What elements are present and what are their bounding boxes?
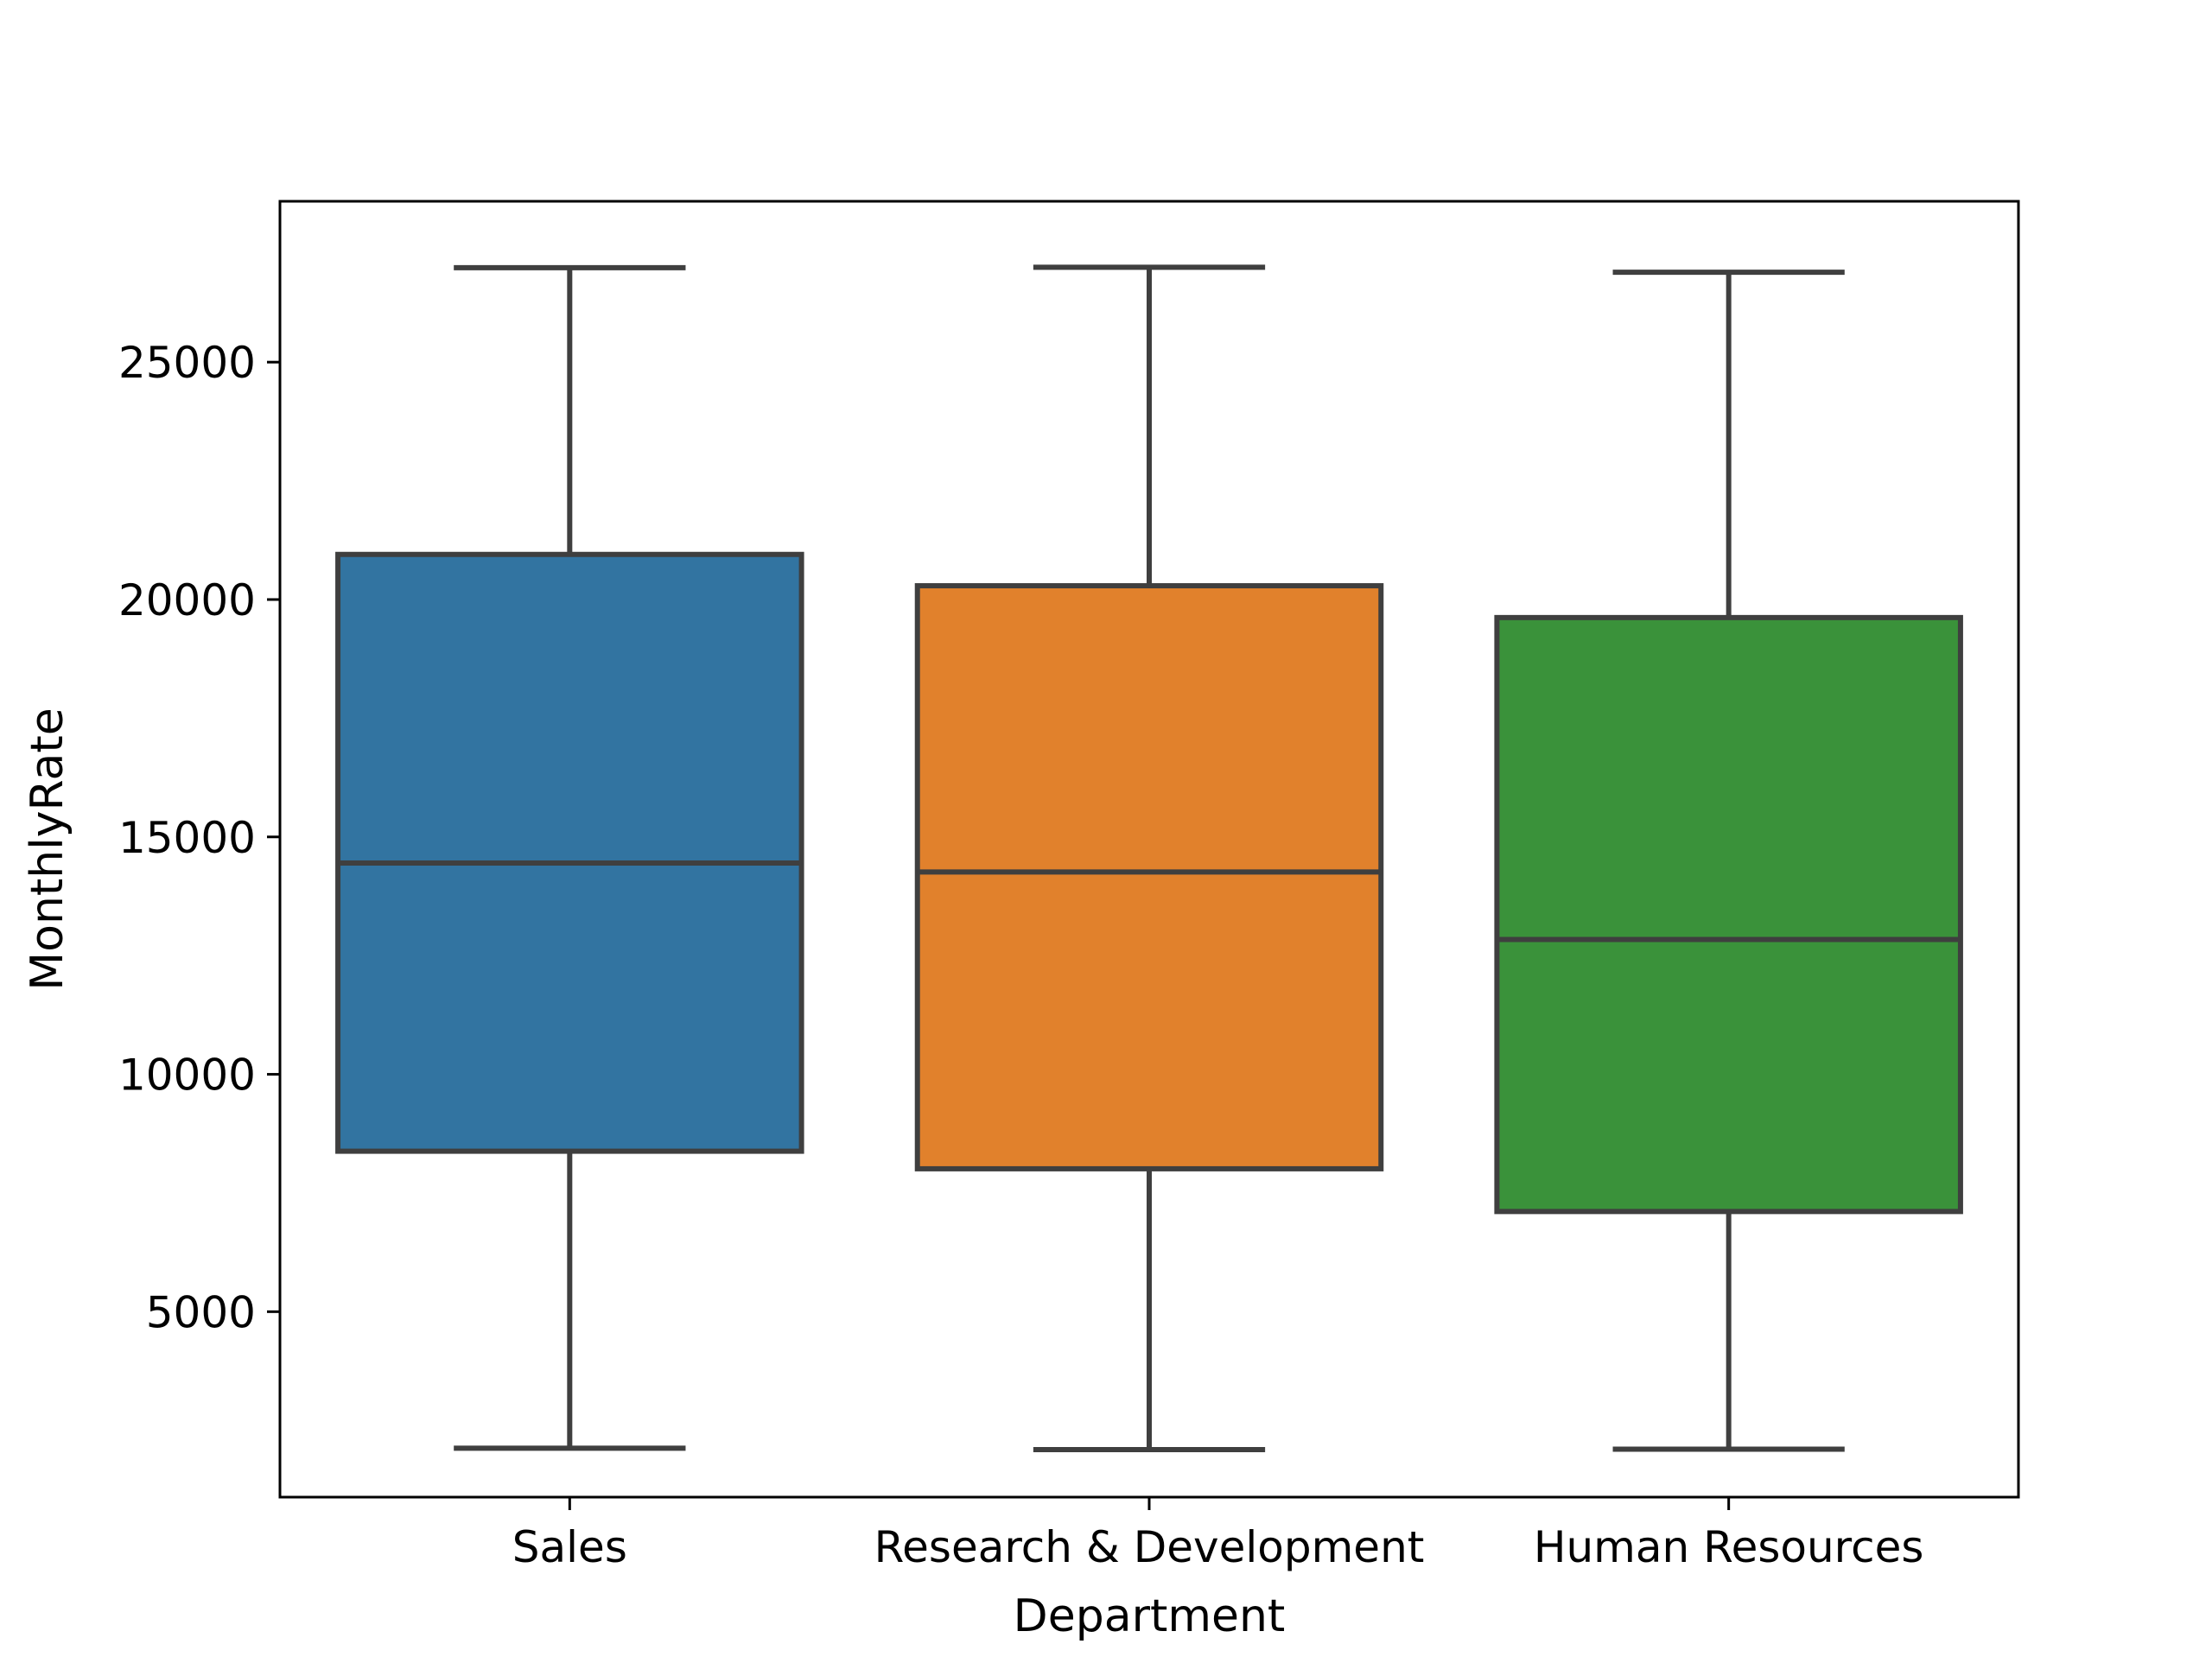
iqr-box xyxy=(1494,614,1963,1215)
box-group-2 xyxy=(914,264,1384,1453)
y-tick-label: 20000 xyxy=(118,575,256,625)
y-tick-label: 5000 xyxy=(146,1287,256,1337)
x-tick-label: Sales xyxy=(512,1522,627,1572)
iqr-box xyxy=(914,583,1384,1171)
y-tick-label: 10000 xyxy=(118,1050,256,1101)
y-tick-label: 15000 xyxy=(118,813,256,863)
x-axis-label: Department xyxy=(1014,1590,1286,1642)
iqr-box xyxy=(335,551,804,1154)
y-tick-label: 25000 xyxy=(118,338,256,388)
ticks-layer: 5000 10000 15000 20000 25000 Sales Research & … xyxy=(118,338,1924,1572)
x-tick-label: Research & Development xyxy=(874,1522,1425,1572)
x-tick-label: Human Resources xyxy=(1534,1522,1924,1572)
box-group-1 xyxy=(335,264,804,1451)
box-group-3 xyxy=(1494,270,1963,1452)
y-axis-label: MonthlyRate xyxy=(22,708,73,990)
boxes-layer xyxy=(335,264,1963,1453)
plot-area-frame xyxy=(278,200,2020,1499)
